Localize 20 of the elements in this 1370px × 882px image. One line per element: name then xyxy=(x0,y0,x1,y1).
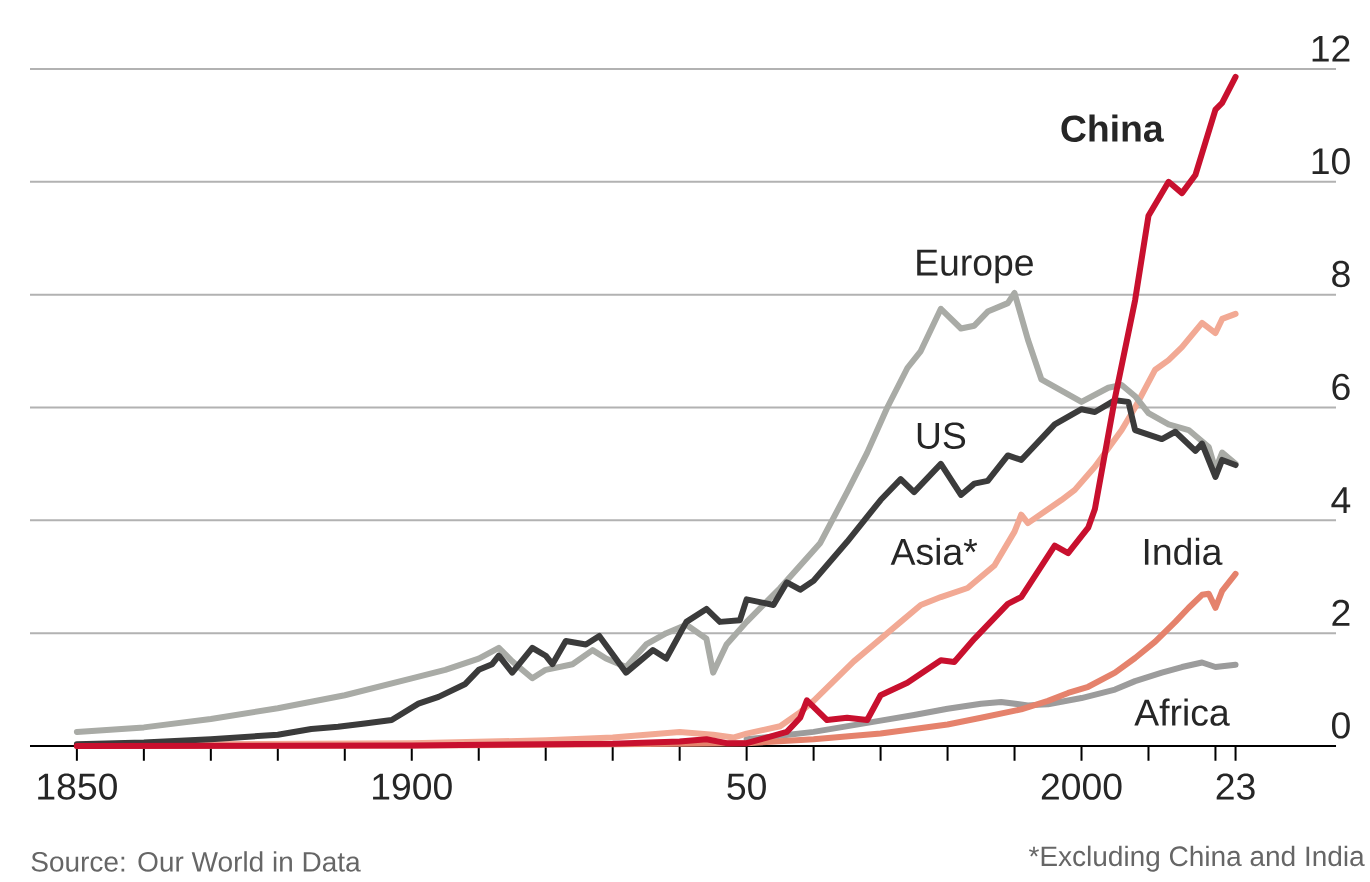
y-tick-label: 12 xyxy=(1312,35,1350,62)
x-tick-label: 2000 xyxy=(1041,773,1122,800)
x-tick-label: 1850 xyxy=(38,773,117,800)
series-label: Europe xyxy=(917,249,1033,284)
series-label: India xyxy=(1144,537,1223,566)
x-tick-label: 23 xyxy=(1216,773,1255,800)
y-tick-label: 0 xyxy=(1332,712,1350,739)
y-tick-label: 8 xyxy=(1332,260,1350,288)
series-label: Asia* xyxy=(890,537,978,566)
series-label: US xyxy=(917,422,966,449)
y-tick-label: 6 xyxy=(1332,373,1350,401)
y-tick-label: 4 xyxy=(1331,487,1351,513)
series-label: China xyxy=(1061,114,1164,142)
x-tick-label: 1900 xyxy=(373,773,452,800)
x-tick-label: 50 xyxy=(727,773,766,800)
series-label: Africa xyxy=(1134,698,1230,726)
y-tick-label: 10 xyxy=(1312,148,1350,175)
text: *Excluding China and India xyxy=(1028,845,1365,872)
y-tick-label: 2 xyxy=(1332,599,1350,626)
source-note: Source: Our World in Data xyxy=(31,851,361,872)
